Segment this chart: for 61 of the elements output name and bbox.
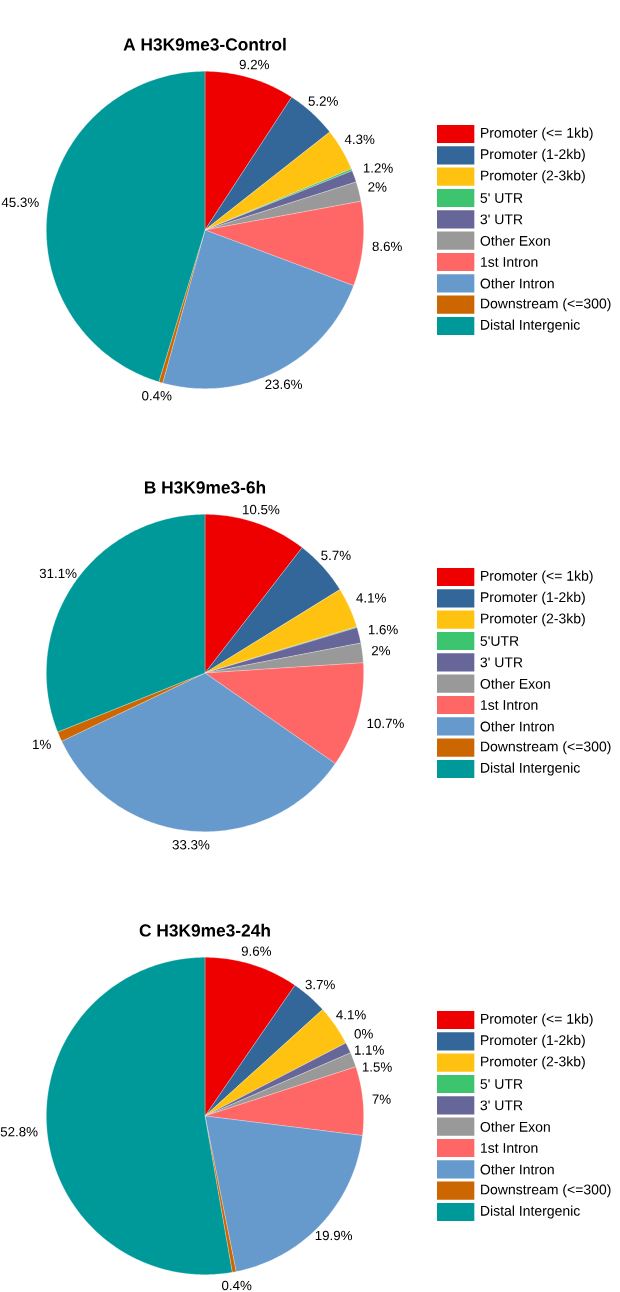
legend-label: 1st Intron bbox=[481, 700, 538, 710]
legend-label: Promoter (1-2kb) bbox=[481, 1034, 585, 1048]
data-label: 8.6% bbox=[372, 241, 402, 252]
legend-label: Promoter (<= 1kb) bbox=[481, 127, 593, 141]
legend-label: Distal Intergenic bbox=[481, 319, 580, 333]
legend-label: 5'UTR bbox=[480, 636, 519, 646]
chart-title: C H3K9me3-24h bbox=[139, 923, 270, 937]
legend-label: 3' UTR bbox=[480, 657, 523, 668]
legend-label: Downstream (<=300) bbox=[481, 741, 611, 755]
data-label: 52.8% bbox=[0, 1127, 38, 1137]
data-label: 0.4% bbox=[142, 391, 172, 401]
data-label: 33.3% bbox=[172, 840, 210, 850]
data-label: 2% bbox=[371, 645, 391, 656]
legend-label: 5' UTR bbox=[480, 1079, 523, 1089]
data-label: 3.7% bbox=[305, 979, 335, 990]
data-label: 1% bbox=[33, 739, 51, 750]
data-label: 5.2% bbox=[308, 96, 338, 106]
data-label: 9.2% bbox=[239, 59, 269, 70]
legend-label: Promoter (2-3kb) bbox=[481, 1056, 585, 1070]
legend-label: Promoter (1-2kb) bbox=[481, 148, 585, 162]
legend-label: Other Intron bbox=[480, 278, 554, 289]
legend-label: Promoter (1-2kb) bbox=[481, 591, 585, 605]
data-label: 2% bbox=[368, 182, 387, 192]
legend-label: 3' UTR bbox=[480, 1100, 523, 1111]
legend-label: Other Exon bbox=[480, 678, 550, 689]
legend-label: 5' UTR bbox=[480, 193, 523, 203]
legend-label: 1st Intron bbox=[481, 1143, 538, 1153]
legend-label: Promoter (2-3kb) bbox=[481, 613, 585, 627]
data-label: 45.3% bbox=[1, 197, 39, 208]
legend-label: Distal Intergenic bbox=[481, 762, 580, 776]
legend-label: 3' UTR bbox=[480, 214, 523, 225]
legend-label: Other Exon bbox=[480, 235, 550, 246]
data-label: 0.4% bbox=[222, 1280, 252, 1291]
legend-label: Other Intron bbox=[480, 721, 554, 732]
data-label: 9.6% bbox=[241, 946, 272, 956]
legend-label: Promoter (<= 1kb) bbox=[481, 570, 593, 584]
legend-label: Other Intron bbox=[480, 1164, 554, 1175]
data-label: 4.1% bbox=[336, 1010, 366, 1020]
data-label: 1.1% bbox=[354, 1045, 384, 1055]
legend-label: Distal Intergenic bbox=[481, 1205, 580, 1219]
data-label: 19.9% bbox=[315, 1230, 353, 1241]
data-label: 10.5% bbox=[243, 504, 280, 515]
data-label: 7% bbox=[372, 1094, 391, 1104]
legend-label: Other Exon bbox=[480, 1121, 550, 1132]
legend-label: Downstream (<=300) bbox=[481, 1184, 611, 1198]
data-label: 1.6% bbox=[368, 624, 398, 635]
data-label: 31.1% bbox=[39, 568, 77, 579]
data-label: 23.6% bbox=[265, 379, 303, 390]
data-label: 5.7% bbox=[321, 550, 351, 561]
data-label: 4.3% bbox=[344, 134, 375, 145]
legend-label: 1st Intron bbox=[481, 257, 538, 267]
legend-label: Promoter (2-3kb) bbox=[481, 170, 585, 184]
data-label: 10.7% bbox=[367, 718, 404, 729]
data-label: 1.2% bbox=[363, 163, 393, 173]
text: 0% bbox=[354, 1029, 373, 1039]
chart-title: B H3K9me3-6h bbox=[144, 480, 266, 494]
data-label: 4.1% bbox=[356, 593, 386, 603]
chart-title: A H3K9me3-Control bbox=[123, 37, 286, 51]
legend-label: Downstream (<=300) bbox=[481, 298, 611, 312]
legend-label: Promoter (<= 1kb) bbox=[481, 1013, 593, 1027]
data-label: 1.5% bbox=[362, 1062, 392, 1072]
